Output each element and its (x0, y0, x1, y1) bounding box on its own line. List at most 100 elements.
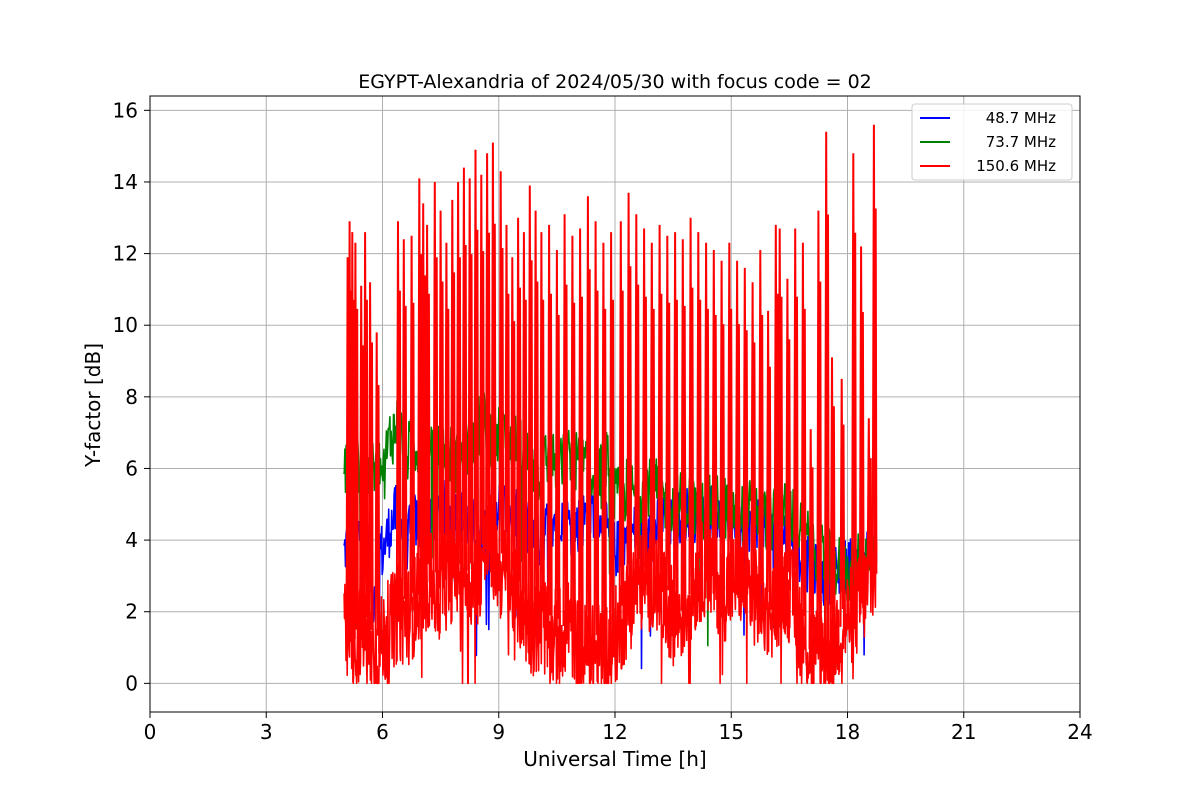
series-peak (758, 249, 764, 603)
series-peak (510, 257, 516, 588)
series-peak (585, 196, 592, 653)
plot-area (343, 124, 878, 685)
x-tick-label: 9 (492, 720, 505, 744)
series-peak (516, 217, 522, 600)
series-2 (343, 124, 878, 685)
x-tick-label: 12 (602, 720, 627, 744)
series-peak (871, 124, 878, 574)
series-peak (680, 239, 687, 611)
series-peak (547, 224, 553, 634)
series-peak (432, 181, 439, 591)
series-peak (395, 221, 402, 612)
x-tick-label: 3 (260, 720, 273, 744)
series-peak (711, 249, 718, 576)
series-peak (539, 232, 545, 628)
legend-label: 48.7 MHz (986, 109, 1056, 127)
y-tick-label: 10 (113, 313, 138, 337)
series-peak (362, 232, 369, 636)
series-peak (777, 228, 784, 595)
series-peak (521, 232, 528, 612)
series-peak (504, 224, 511, 580)
series-peak (808, 429, 815, 650)
x-tick-label: 6 (376, 720, 389, 744)
series-peak (444, 242, 450, 581)
series-peak (649, 242, 656, 579)
y-tick-label: 4 (125, 528, 138, 552)
series-peak (734, 260, 741, 578)
series-peak (800, 242, 807, 635)
series-peak (424, 224, 431, 583)
series-peak (562, 214, 569, 627)
series-peak (665, 235, 671, 609)
series-peak (829, 357, 836, 645)
series-peak (353, 242, 359, 648)
series-peak (742, 267, 749, 585)
series-peak (461, 167, 468, 571)
series-peak (727, 242, 733, 586)
x-tick-label: 21 (951, 720, 976, 744)
series-peak (374, 332, 381, 654)
series-peak (634, 214, 640, 585)
series-peak (773, 224, 780, 602)
series-peak (696, 232, 702, 577)
series-peak (485, 153, 491, 550)
y-tick-label: 16 (113, 98, 138, 122)
series-peak (593, 221, 600, 653)
series-peak (719, 260, 726, 591)
chart-title: EGYPT-Alexandria of 2024/05/30 with focu… (358, 71, 872, 93)
series-peak (793, 228, 799, 609)
x-tick-label: 0 (144, 720, 157, 744)
y-tick-label: 14 (113, 170, 138, 194)
series-peak (570, 235, 576, 632)
series-peak (688, 217, 695, 595)
series-peak (479, 174, 485, 563)
legend-label: 73.7 MHz (986, 133, 1056, 151)
series-peak (703, 242, 710, 568)
y-tick-label: 12 (113, 242, 138, 266)
series-peak (601, 242, 607, 650)
legend: 48.7 MHz 73.7 MHz 150.6 MHz (911, 103, 1073, 181)
series-peak (554, 249, 561, 637)
series-peak (533, 210, 540, 628)
series-peak (498, 171, 505, 572)
y-axis-label: Y-factor [dB] (81, 343, 105, 468)
series-peak (672, 232, 679, 618)
x-tick-label: 15 (719, 720, 744, 744)
series-peak (578, 228, 584, 648)
series-peak (657, 224, 664, 593)
series-peak (750, 282, 757, 595)
series-peak (421, 203, 427, 588)
series-peak (858, 246, 865, 602)
y-tick-label: 0 (125, 671, 138, 695)
series-peak (467, 178, 474, 582)
series-peak (409, 235, 416, 611)
series-peak (473, 149, 480, 587)
series-peak (367, 282, 374, 648)
series-peak (626, 192, 633, 606)
series-peak (401, 239, 408, 618)
series-peak (618, 221, 625, 624)
series-peak (455, 181, 462, 565)
series-peak (839, 378, 846, 627)
y-tick-label: 2 (125, 600, 138, 624)
series-peak (450, 199, 456, 573)
legend-label: 150.6 MHz (976, 157, 1056, 175)
series-peak (816, 210, 822, 654)
series-peak (851, 153, 857, 614)
series-peak (765, 310, 772, 610)
x-tick-label: 24 (1067, 720, 1092, 744)
x-tick-label: 18 (835, 720, 860, 744)
series-peak (417, 178, 423, 595)
series-peak (866, 418, 873, 585)
series-peak (824, 131, 830, 650)
y-tick-label: 8 (125, 385, 138, 409)
series-peak (785, 278, 791, 591)
series-peak (490, 142, 497, 550)
series-peak (359, 285, 365, 630)
legend-box (911, 103, 1073, 181)
series-peak (438, 210, 445, 589)
x-axis-label: Universal Time [h] (523, 747, 706, 771)
y-tick-label: 6 (125, 456, 138, 480)
